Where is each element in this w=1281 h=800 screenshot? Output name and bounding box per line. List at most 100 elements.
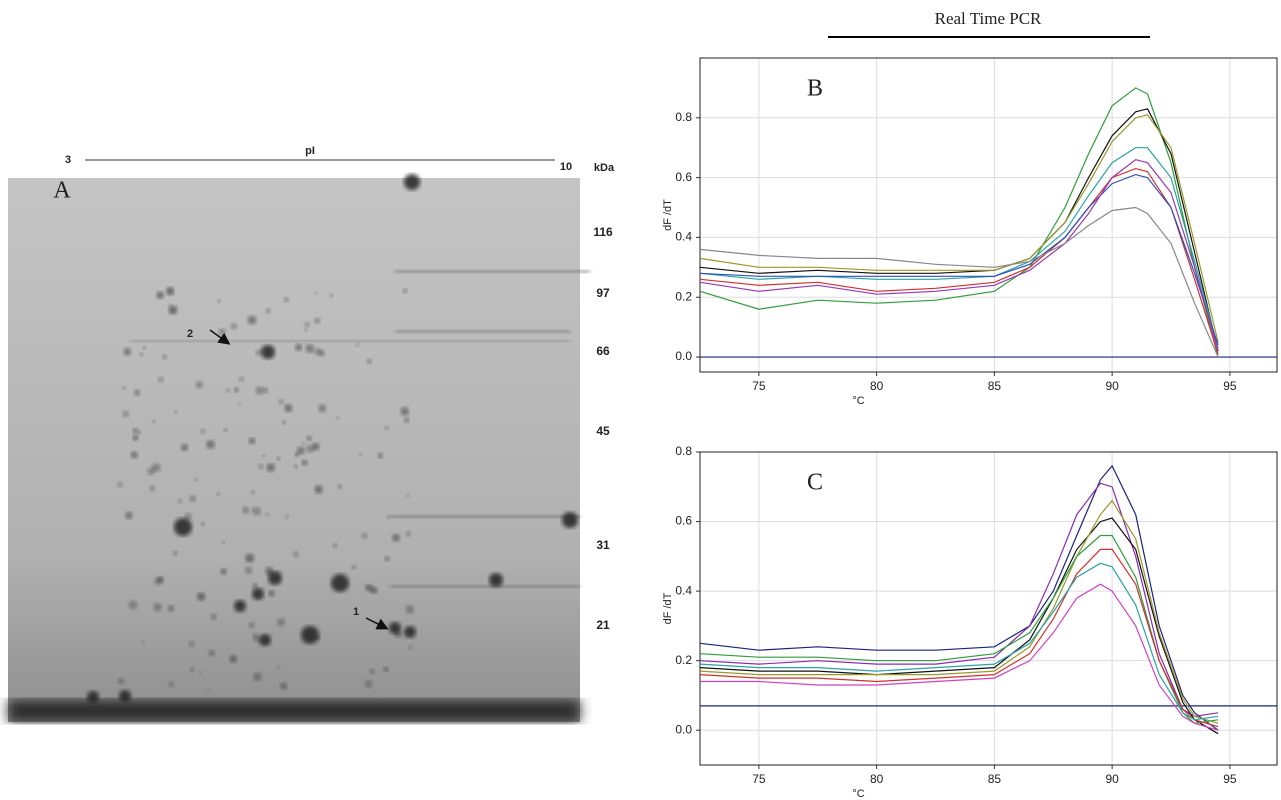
y-tick-label: 0.8: [675, 110, 692, 124]
gel-spot: [403, 417, 410, 423]
gel-spot: [194, 477, 198, 482]
gel-spot: [262, 387, 269, 393]
gel-spot: [180, 443, 189, 451]
gel-spot: [402, 288, 408, 294]
gel-band: [130, 340, 570, 342]
gel-spot: [216, 492, 221, 496]
gel-spot: [314, 348, 322, 356]
gel-spot: [252, 632, 258, 639]
gel-spot: [405, 531, 411, 537]
gel-spot: [139, 352, 143, 357]
melt-curve: [699, 548, 1219, 728]
gel-spot: [122, 410, 130, 418]
gel-spot: [168, 305, 178, 315]
gel-spot: [359, 453, 363, 457]
gel-spot: [294, 451, 300, 457]
gel-spot: [351, 565, 357, 570]
gel-edge: [8, 700, 580, 722]
gel-spot: [132, 434, 139, 441]
gel-spot: [119, 690, 131, 702]
gel-spot: [404, 626, 416, 638]
gel-spot: [331, 574, 349, 592]
x-tick-label: 75: [752, 772, 766, 786]
gel-spot: [301, 459, 308, 466]
gel-spot: [332, 543, 338, 548]
gel-spot: [230, 323, 238, 330]
x-tick-label: 85: [988, 772, 1002, 786]
gel-spot: [248, 437, 255, 444]
mw-marker: 21: [596, 618, 610, 632]
gel-spot: [251, 490, 255, 495]
gel-spot: [258, 463, 264, 469]
gel-spot: [408, 645, 413, 650]
gel-spot: [255, 349, 262, 356]
gel-spot: [255, 386, 264, 395]
gel-spot: [252, 583, 258, 589]
melt-curve: [699, 114, 1219, 343]
y-tick-label: 0.2: [675, 289, 692, 303]
mw-marker: 97: [596, 286, 610, 300]
gel-spot: [197, 592, 206, 601]
melt-curve: [699, 159, 1219, 352]
melt-curve: [699, 482, 1219, 717]
x-tick-label: 80: [870, 772, 884, 786]
gel-spot: [225, 388, 231, 393]
x-tick-label: 95: [1223, 379, 1237, 393]
gel-spot: [276, 456, 281, 461]
gel-spot: [306, 435, 312, 441]
gel-spot: [369, 668, 375, 675]
gel-spot: [278, 399, 284, 405]
y-tick-label: 0.6: [675, 170, 692, 184]
x-tick-label: 90: [1105, 772, 1119, 786]
arrow-label: 2: [187, 328, 193, 340]
gel-spot: [237, 402, 241, 406]
gel-spot: [122, 386, 126, 391]
gel-spot: [266, 463, 275, 472]
melt-curve: [699, 206, 1219, 358]
gel-spot: [157, 376, 164, 383]
gel-spot: [206, 440, 215, 449]
gel-spot: [277, 618, 286, 627]
figure-title: Real Time PCR: [935, 9, 1042, 28]
gel-spot: [87, 691, 99, 703]
gel-spot: [234, 600, 246, 612]
gel-spot: [306, 444, 315, 453]
gel-spot: [141, 640, 145, 645]
gel-spot: [252, 507, 262, 516]
gel-spot: [188, 640, 195, 647]
x-axis-label: °C: [852, 395, 864, 407]
arrow-label: 1: [353, 606, 359, 618]
melt-curve: [699, 173, 1219, 346]
gel-spot: [297, 446, 305, 455]
x-tick-label: 75: [752, 379, 766, 393]
gel-spot: [198, 671, 202, 675]
gel-spot: [174, 518, 192, 536]
gel-spot: [265, 512, 269, 517]
gel-spot: [162, 354, 167, 360]
gel-background: [8, 178, 580, 722]
gel-spot: [283, 297, 289, 303]
x-tick-label: 90: [1105, 379, 1119, 393]
x-tick-label: 80: [870, 379, 884, 393]
gel-spot: [335, 416, 340, 420]
y-tick-label: 0.6: [675, 514, 692, 528]
melt-curve: [699, 167, 1219, 355]
y-tick-label: 0.8: [675, 444, 692, 458]
melt-curve: [699, 562, 1219, 721]
y-tick-label: 0.0: [675, 349, 692, 363]
gel-band: [390, 585, 580, 588]
mw-marker: 66: [596, 344, 610, 358]
gel-spot: [149, 485, 155, 492]
y-tick-label: 0.0: [675, 722, 692, 736]
gel-spot: [156, 291, 164, 299]
gel-spot: [195, 380, 203, 389]
gel-spot: [128, 600, 138, 610]
arrow: [365, 617, 389, 630]
gel-spot: [218, 328, 226, 336]
gel-spot: [253, 672, 262, 681]
gel-spot: [261, 345, 275, 359]
gel-spot: [184, 512, 192, 520]
gel-spot: [168, 681, 174, 688]
pi-start: 3: [65, 154, 71, 166]
